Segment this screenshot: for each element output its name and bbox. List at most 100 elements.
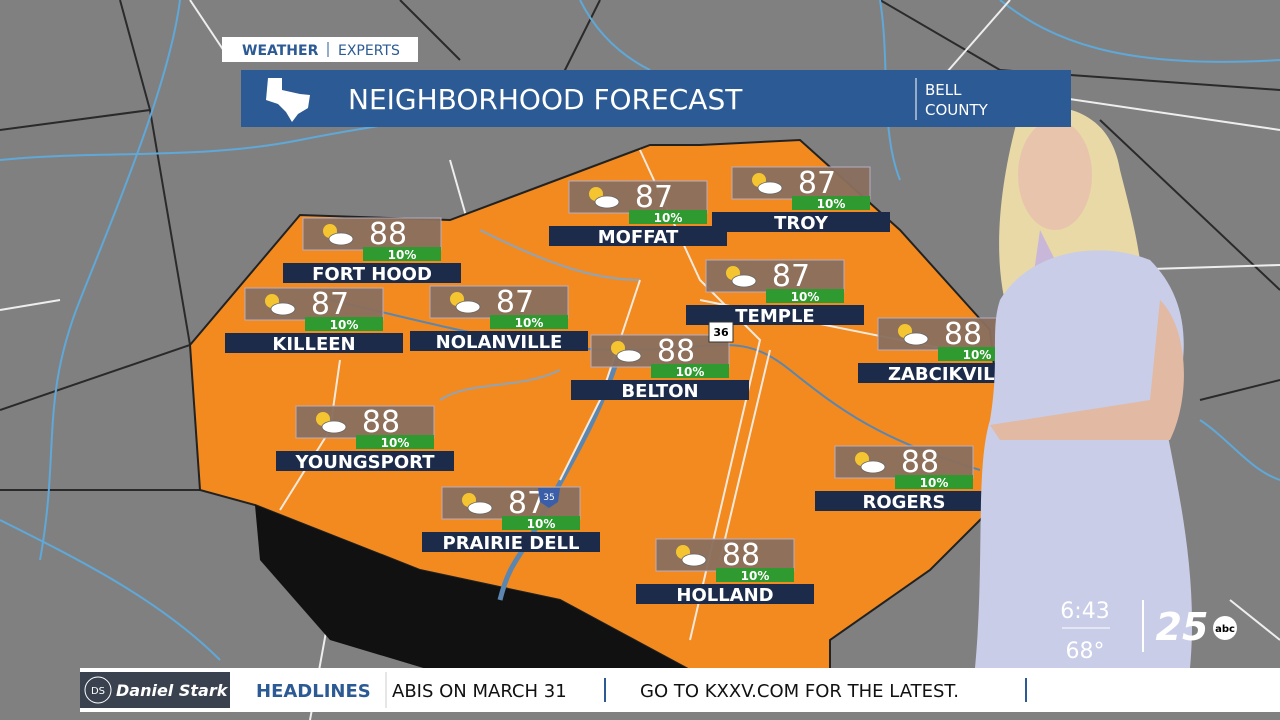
title-banner — [241, 70, 1071, 127]
name-bar — [636, 584, 814, 604]
shield-36-label: 36 — [713, 326, 729, 339]
precip-bar — [895, 475, 973, 489]
region-line1: BELL — [925, 81, 962, 99]
current-temp: 68° — [1066, 639, 1105, 664]
temperature: 88 — [722, 538, 760, 573]
network-badge — [1213, 616, 1237, 640]
temperature: 88 — [944, 317, 982, 352]
name-bar — [410, 331, 588, 351]
name-bar — [815, 491, 993, 511]
precip-bar — [305, 317, 383, 331]
sponsor-box — [80, 672, 230, 708]
presenter — [975, 106, 1193, 669]
station-number: 25 — [1156, 605, 1209, 649]
sponsor-circle — [84, 676, 112, 704]
location-name: MOFFAT — [598, 227, 679, 248]
precip: 10% — [817, 197, 846, 211]
cloud-icon — [467, 501, 493, 515]
temperature: 88 — [657, 334, 695, 369]
location-name: YOUNGSPORT — [295, 452, 436, 473]
sponsor-name: Daniel Stark — [116, 681, 229, 700]
precip-bar — [651, 364, 729, 378]
precip: 10% — [741, 569, 770, 583]
precip: 10% — [527, 517, 556, 531]
precip: 10% — [654, 211, 683, 225]
precip-bar — [716, 568, 794, 582]
cloud-icon — [903, 332, 929, 346]
precip-bar — [356, 435, 434, 449]
temperature: 88 — [369, 217, 407, 252]
shield-35 — [538, 488, 560, 508]
location-name: PRAIRIE DELL — [443, 533, 580, 554]
shield-36 — [708, 321, 734, 343]
ticker-item: GO TO KXXV.COM FOR THE LATEST. — [640, 681, 959, 702]
precip-bar — [363, 247, 441, 261]
ticker-bar — [80, 668, 1280, 712]
name-bar — [571, 380, 749, 400]
banner-title: NEIGHBORHOOD FORECAST — [348, 83, 743, 116]
cloud-icon — [455, 300, 481, 314]
name-bar — [858, 363, 1036, 383]
shield-35-label: 35 — [543, 493, 554, 503]
name-bar — [225, 333, 403, 353]
precip: 10% — [963, 348, 992, 362]
name-bar — [283, 263, 461, 283]
location-name: NOLANVILLE — [436, 332, 563, 353]
temperature: 87 — [496, 285, 534, 320]
clock-time: 6:43 — [1060, 599, 1109, 624]
county-shadow — [255, 505, 690, 670]
region-line2: COUNTY — [925, 101, 989, 119]
ticker-item: ABIS ON MARCH 31 — [392, 681, 567, 702]
location-name: ROGERS — [862, 492, 945, 513]
name-bar — [686, 305, 864, 325]
precip: 10% — [676, 365, 705, 379]
cloud-icon — [860, 460, 886, 474]
precip: 10% — [920, 476, 949, 490]
location-name: TEMPLE — [735, 306, 814, 327]
precip: 10% — [791, 290, 820, 304]
brand-left: WEATHER — [242, 43, 319, 59]
texas-icon — [266, 78, 310, 122]
cloud-icon — [328, 232, 354, 246]
precip: 10% — [381, 436, 410, 450]
temperature: 87 — [798, 166, 836, 201]
cloud-icon — [681, 553, 707, 567]
cloud-icon — [270, 302, 296, 316]
ticker-section: HEADLINES — [256, 681, 371, 702]
brand-right: EXPERTS — [338, 43, 400, 59]
precip: 10% — [515, 316, 544, 330]
cloud-icon — [616, 349, 642, 363]
temperature: 87 — [635, 180, 673, 215]
name-bar — [276, 451, 454, 471]
location-name: KILLEEN — [272, 334, 355, 355]
precip-bar — [490, 315, 568, 329]
precip: 10% — [330, 318, 359, 332]
precip-bar — [766, 289, 844, 303]
temperature: 87 — [772, 259, 810, 294]
cloud-icon — [321, 420, 347, 434]
temperature: 87 — [311, 287, 349, 322]
location-name: BELTON — [621, 381, 698, 402]
brand-box — [222, 37, 418, 62]
precip-bar — [502, 516, 580, 530]
sponsor-initials: DS — [91, 686, 105, 697]
name-bar — [422, 532, 600, 552]
precip: 10% — [388, 248, 417, 262]
precip-bar — [629, 210, 707, 224]
location-name: HOLLAND — [676, 585, 773, 606]
cloud-icon — [757, 181, 783, 195]
